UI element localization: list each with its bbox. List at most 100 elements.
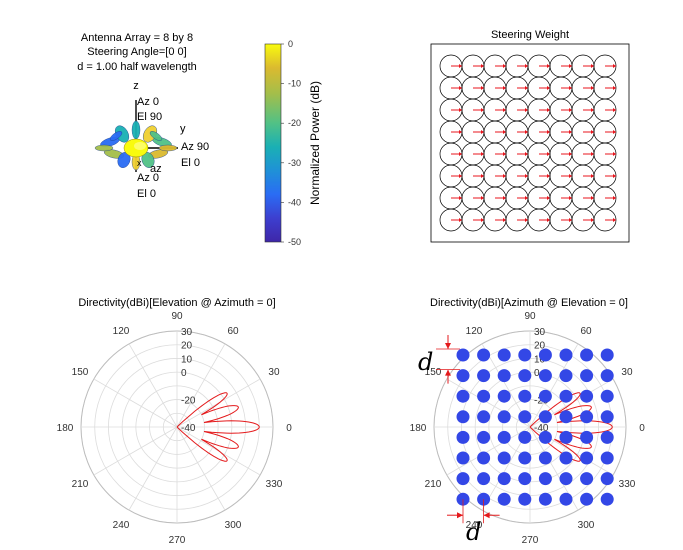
array-element-dot	[559, 472, 573, 486]
array-element-dot	[477, 410, 491, 424]
array-element-dot	[497, 430, 511, 444]
steering-arrow-head	[613, 152, 616, 156]
steering-quiver	[439, 54, 617, 232]
steering-arrow-head	[569, 218, 572, 222]
array-element-dot	[456, 430, 470, 444]
polar-spoke	[93, 378, 178, 428]
steering-arrow-head	[503, 130, 506, 134]
polar-spoke	[446, 378, 531, 428]
colorbar-label: Normalized Power (dB)	[308, 81, 322, 205]
array-element-dot	[518, 410, 532, 424]
polar-angle-label: 60	[580, 326, 592, 337]
steering-arrow-head	[547, 64, 550, 68]
steering-arrow-head	[613, 174, 616, 178]
steering-arrow-head	[503, 108, 506, 112]
steering-weight-panel: Steering Weight	[430, 29, 630, 243]
steering-arrow-head	[569, 64, 572, 68]
y-axis-label: y	[180, 123, 186, 135]
steering-arrow-head	[459, 86, 462, 90]
array-element-dot	[497, 389, 511, 403]
array-element-dot	[580, 348, 594, 362]
array-element-dot	[538, 472, 552, 486]
polar-angle-label: 150	[72, 367, 89, 378]
steering-arrow-head	[481, 152, 484, 156]
pattern-main-lobe-highlight	[134, 142, 146, 150]
steering-arrow-head	[525, 174, 528, 178]
polar-angle-label: 240	[466, 520, 483, 531]
steering-arrow-head	[459, 218, 462, 222]
array-element-dot	[518, 451, 532, 465]
array-element-dot	[497, 492, 511, 506]
array-element-dot	[456, 348, 470, 362]
array-element-dot	[538, 369, 552, 383]
array-element-dot	[477, 389, 491, 403]
steering-arrow-head	[613, 130, 616, 134]
polar-angle-label: 150	[425, 367, 442, 378]
array-element-dot	[456, 389, 470, 403]
azimuth-pattern-line	[529, 392, 613, 462]
polar-angle-label: 90	[524, 311, 536, 322]
array-element-overlay	[456, 348, 614, 506]
array-element-dot	[497, 472, 511, 486]
array-element-dot	[518, 430, 532, 444]
polar-radial-label: 0	[181, 368, 187, 379]
array-element-dot	[580, 389, 594, 403]
steering-arrow-head	[459, 174, 462, 178]
steering-arrow-head	[481, 130, 484, 134]
array-element-dot	[600, 410, 614, 424]
steering-arrow-head	[481, 218, 484, 222]
polar-azim-title: Directivity(dBi)[Azimuth @ Elevation = 0…	[430, 297, 628, 309]
array-element-dot	[600, 348, 614, 362]
steering-arrow-head	[525, 130, 528, 134]
array-element-dot	[600, 492, 614, 506]
spacing-arrow-head	[483, 512, 490, 519]
array-element-dot	[518, 389, 532, 403]
polar-radial-label: 10	[534, 354, 546, 365]
polar-azimuth-panel: Directivity(dBi)[Azimuth @ Elevation = 0…	[410, 297, 646, 546]
pattern-3d-panel: Antenna Array = 8 by 8 Steering Angle=[0…	[77, 32, 209, 200]
steering-arrow-head	[503, 152, 506, 156]
spacing-label-vertical: d	[418, 348, 433, 376]
array-element-dot	[518, 472, 532, 486]
array-element-dot	[600, 389, 614, 403]
array-element-dot	[600, 472, 614, 486]
steering-arrow-head	[459, 152, 462, 156]
steering-arrow-head	[459, 196, 462, 200]
colorbar-tick-label: -30	[288, 158, 301, 168]
steering-arrow-head	[547, 86, 550, 90]
polar-spoke	[176, 343, 226, 428]
y-axis-el: El 0	[181, 157, 200, 169]
pattern-title-line-2: Steering Angle=[0 0]	[87, 46, 186, 58]
polar-angle-label: 270	[169, 535, 186, 546]
pattern-title-line-1: Antenna Array = 8 by 8	[81, 32, 193, 44]
polar-angle-label: 270	[522, 535, 539, 546]
polar-radial-label: 30	[534, 327, 546, 338]
array-element-dot	[538, 348, 552, 362]
steering-arrow-head	[525, 152, 528, 156]
steering-arrow-head	[613, 64, 616, 68]
array-element-dot	[456, 472, 470, 486]
array-element-dot	[518, 369, 532, 383]
colorbar: 0 -10 -20 -30 -40 -50 Normalized Power (dB)	[264, 39, 322, 247]
array-element-dot	[580, 492, 594, 506]
array-element-dot	[580, 451, 594, 465]
array-element-dot	[538, 410, 552, 424]
polar-spoke	[176, 426, 226, 511]
steering-arrow-head	[591, 130, 594, 134]
pattern-side-lobe	[158, 144, 178, 152]
steering-arrow-head	[481, 174, 484, 178]
steering-arrow-head	[591, 218, 594, 222]
polar-radial-label: -20	[181, 396, 196, 407]
array-element-dot	[559, 348, 573, 362]
polar-angle-label: 90	[171, 311, 183, 322]
polar-angle-label: 180	[57, 423, 74, 434]
polar-azimuth-axes: 03060901201501802102402703003303020100-2…	[410, 311, 646, 546]
polar-angle-label: 60	[227, 326, 239, 337]
polar-elev-title: Directivity(dBi)[Elevation @ Azimuth = 0…	[78, 297, 275, 309]
steering-arrow-head	[525, 86, 528, 90]
colorbar-tick-label: -40	[288, 197, 301, 207]
steering-arrow-head	[547, 108, 550, 112]
array-element-dot	[559, 430, 573, 444]
polar-angle-label: 120	[466, 326, 483, 337]
